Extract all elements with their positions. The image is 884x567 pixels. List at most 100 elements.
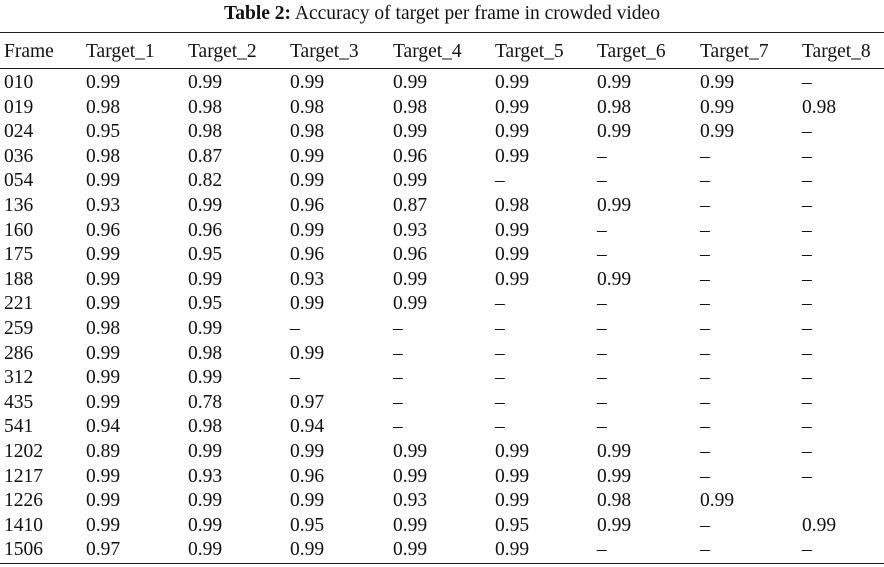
accuracy-cell: 0.99 xyxy=(290,72,325,93)
accuracy-cell: 0.99 xyxy=(188,440,223,462)
accuracy-cell: 0.82 xyxy=(188,170,223,192)
frame-cell: 024 xyxy=(4,121,34,143)
accuracy-cell: 0.93 xyxy=(188,465,223,487)
table-header-rule xyxy=(0,68,884,69)
accuracy-cell: 0.87 xyxy=(188,145,223,167)
accuracy-cell: 0.98 xyxy=(188,121,223,143)
accuracy-cell: 0.98 xyxy=(495,194,530,216)
accuracy-cell: 0.99 xyxy=(495,145,530,167)
accuracy-cell: 0.99 xyxy=(700,490,735,512)
accuracy-cell: 0.99 xyxy=(495,219,530,241)
table-row: 1410 0.99 0.99 0.95 0.99 0.95 0.99 – 0.99 xyxy=(0,514,884,539)
accuracy-cell: 0.99 xyxy=(86,244,121,266)
accuracy-cell: 0.99 xyxy=(393,539,428,561)
accuracy-cell: – xyxy=(700,268,710,290)
accuracy-cell: 0.99 xyxy=(86,72,121,93)
accuracy-cell: – xyxy=(700,145,710,167)
frame-cell: 312 xyxy=(4,367,34,389)
accuracy-cell: 0.99 xyxy=(86,391,121,413)
accuracy-cell: 0.95 xyxy=(495,514,530,536)
accuracy-cell: – xyxy=(597,219,607,241)
accuracy-cell: – xyxy=(802,72,812,93)
accuracy-cell: 0.99 xyxy=(393,72,428,93)
accuracy-cell: 0.99 xyxy=(393,465,428,487)
accuracy-cell: – xyxy=(802,539,812,561)
table-row: 024 0.95 0.98 0.98 0.99 0.99 0.99 0.99 – xyxy=(0,120,884,145)
accuracy-cell: – xyxy=(802,194,812,216)
column-header-target-4: Target_4 xyxy=(393,41,462,62)
accuracy-cell: 0.99 xyxy=(495,490,530,512)
frame-cell: 160 xyxy=(4,219,34,241)
column-header-target-2: Target_2 xyxy=(188,41,257,62)
accuracy-cell: – xyxy=(802,367,812,389)
frame-cell: 1217 xyxy=(4,465,43,487)
column-header-target-6: Target_6 xyxy=(597,41,666,62)
accuracy-cell: 0.99 xyxy=(597,121,632,143)
accuracy-cell: – xyxy=(290,317,300,339)
table-row: 221 0.99 0.95 0.99 0.99 – – – – xyxy=(0,292,884,317)
table-row: 435 0.99 0.78 0.97 – – – – – xyxy=(0,391,884,416)
table-row: 036 0.98 0.87 0.99 0.96 0.99 – – – xyxy=(0,145,884,170)
frame-cell: 286 xyxy=(4,342,34,364)
frame-cell: 175 xyxy=(4,244,34,266)
accuracy-cell: 0.99 xyxy=(290,145,325,167)
accuracy-cell: – xyxy=(597,170,607,192)
accuracy-cell: 0.99 xyxy=(393,170,428,192)
accuracy-cell: – xyxy=(597,342,607,364)
frame-cell: 188 xyxy=(4,268,34,290)
accuracy-cell: 0.96 xyxy=(393,145,428,167)
accuracy-cell: 0.99 xyxy=(393,268,428,290)
table-row: 312 0.99 0.99 – – – – – – xyxy=(0,366,884,391)
accuracy-cell: 0.98 xyxy=(86,145,121,167)
accuracy-cell: 0.99 xyxy=(393,440,428,462)
frame-cell: 435 xyxy=(4,391,34,413)
accuracy-cell: 0.99 xyxy=(700,72,735,93)
accuracy-cell: 0.98 xyxy=(802,96,837,118)
table-row: 541 0.94 0.98 0.94 – – – – – xyxy=(0,415,884,440)
table-row: 010 0.99 0.99 0.99 0.99 0.99 0.99 0.99 – xyxy=(0,71,884,96)
frame-cell: 054 xyxy=(4,170,34,192)
accuracy-cell: 0.94 xyxy=(290,416,325,438)
accuracy-cell: 0.98 xyxy=(597,96,632,118)
accuracy-cell: – xyxy=(495,367,505,389)
table-row: 1506 0.97 0.99 0.99 0.99 0.99 – – – xyxy=(0,538,884,563)
column-header-frame: Frame xyxy=(4,41,54,62)
accuracy-cell: – xyxy=(700,244,710,266)
accuracy-cell: – xyxy=(802,317,812,339)
accuracy-cell: 0.96 xyxy=(290,465,325,487)
accuracy-cell: 0.95 xyxy=(86,121,121,143)
accuracy-cell: 0.99 xyxy=(188,490,223,512)
column-header-target-1: Target_1 xyxy=(86,41,155,62)
frame-cell: 136 xyxy=(4,194,34,216)
accuracy-cell: – xyxy=(597,317,607,339)
accuracy-cell: – xyxy=(700,465,710,487)
accuracy-cell: – xyxy=(597,539,607,561)
accuracy-cell: 0.99 xyxy=(597,72,632,93)
accuracy-cell: – xyxy=(700,170,710,192)
accuracy-cell: 0.99 xyxy=(290,342,325,364)
accuracy-cell: – xyxy=(802,244,812,266)
accuracy-cell: 0.98 xyxy=(86,96,121,118)
frame-cell: 1410 xyxy=(4,514,43,536)
accuracy-cell: 0.97 xyxy=(290,391,325,413)
accuracy-cell: 0.98 xyxy=(290,121,325,143)
accuracy-cell: 0.99 xyxy=(86,170,121,192)
accuracy-cell: 0.99 xyxy=(188,539,223,561)
accuracy-cell: 0.99 xyxy=(393,293,428,315)
accuracy-cell: – xyxy=(700,317,710,339)
frame-cell: 1506 xyxy=(4,539,43,561)
table-top-rule xyxy=(0,32,884,33)
accuracy-cell: – xyxy=(700,539,710,561)
column-header-target-3: Target_3 xyxy=(290,41,359,62)
accuracy-cell: – xyxy=(393,391,403,413)
frame-cell: 010 xyxy=(4,72,34,93)
accuracy-cell: 0.99 xyxy=(188,367,223,389)
table-caption: Table 2: Accuracy of target per frame in… xyxy=(0,0,884,27)
accuracy-cell: – xyxy=(495,317,505,339)
accuracy-cell: 0.99 xyxy=(290,440,325,462)
accuracy-cell: 0.99 xyxy=(495,268,530,290)
accuracy-cell: 0.98 xyxy=(393,96,428,118)
accuracy-cell: 0.96 xyxy=(188,219,223,241)
accuracy-cell: 0.96 xyxy=(86,219,121,241)
accuracy-cell: 0.99 xyxy=(86,465,121,487)
